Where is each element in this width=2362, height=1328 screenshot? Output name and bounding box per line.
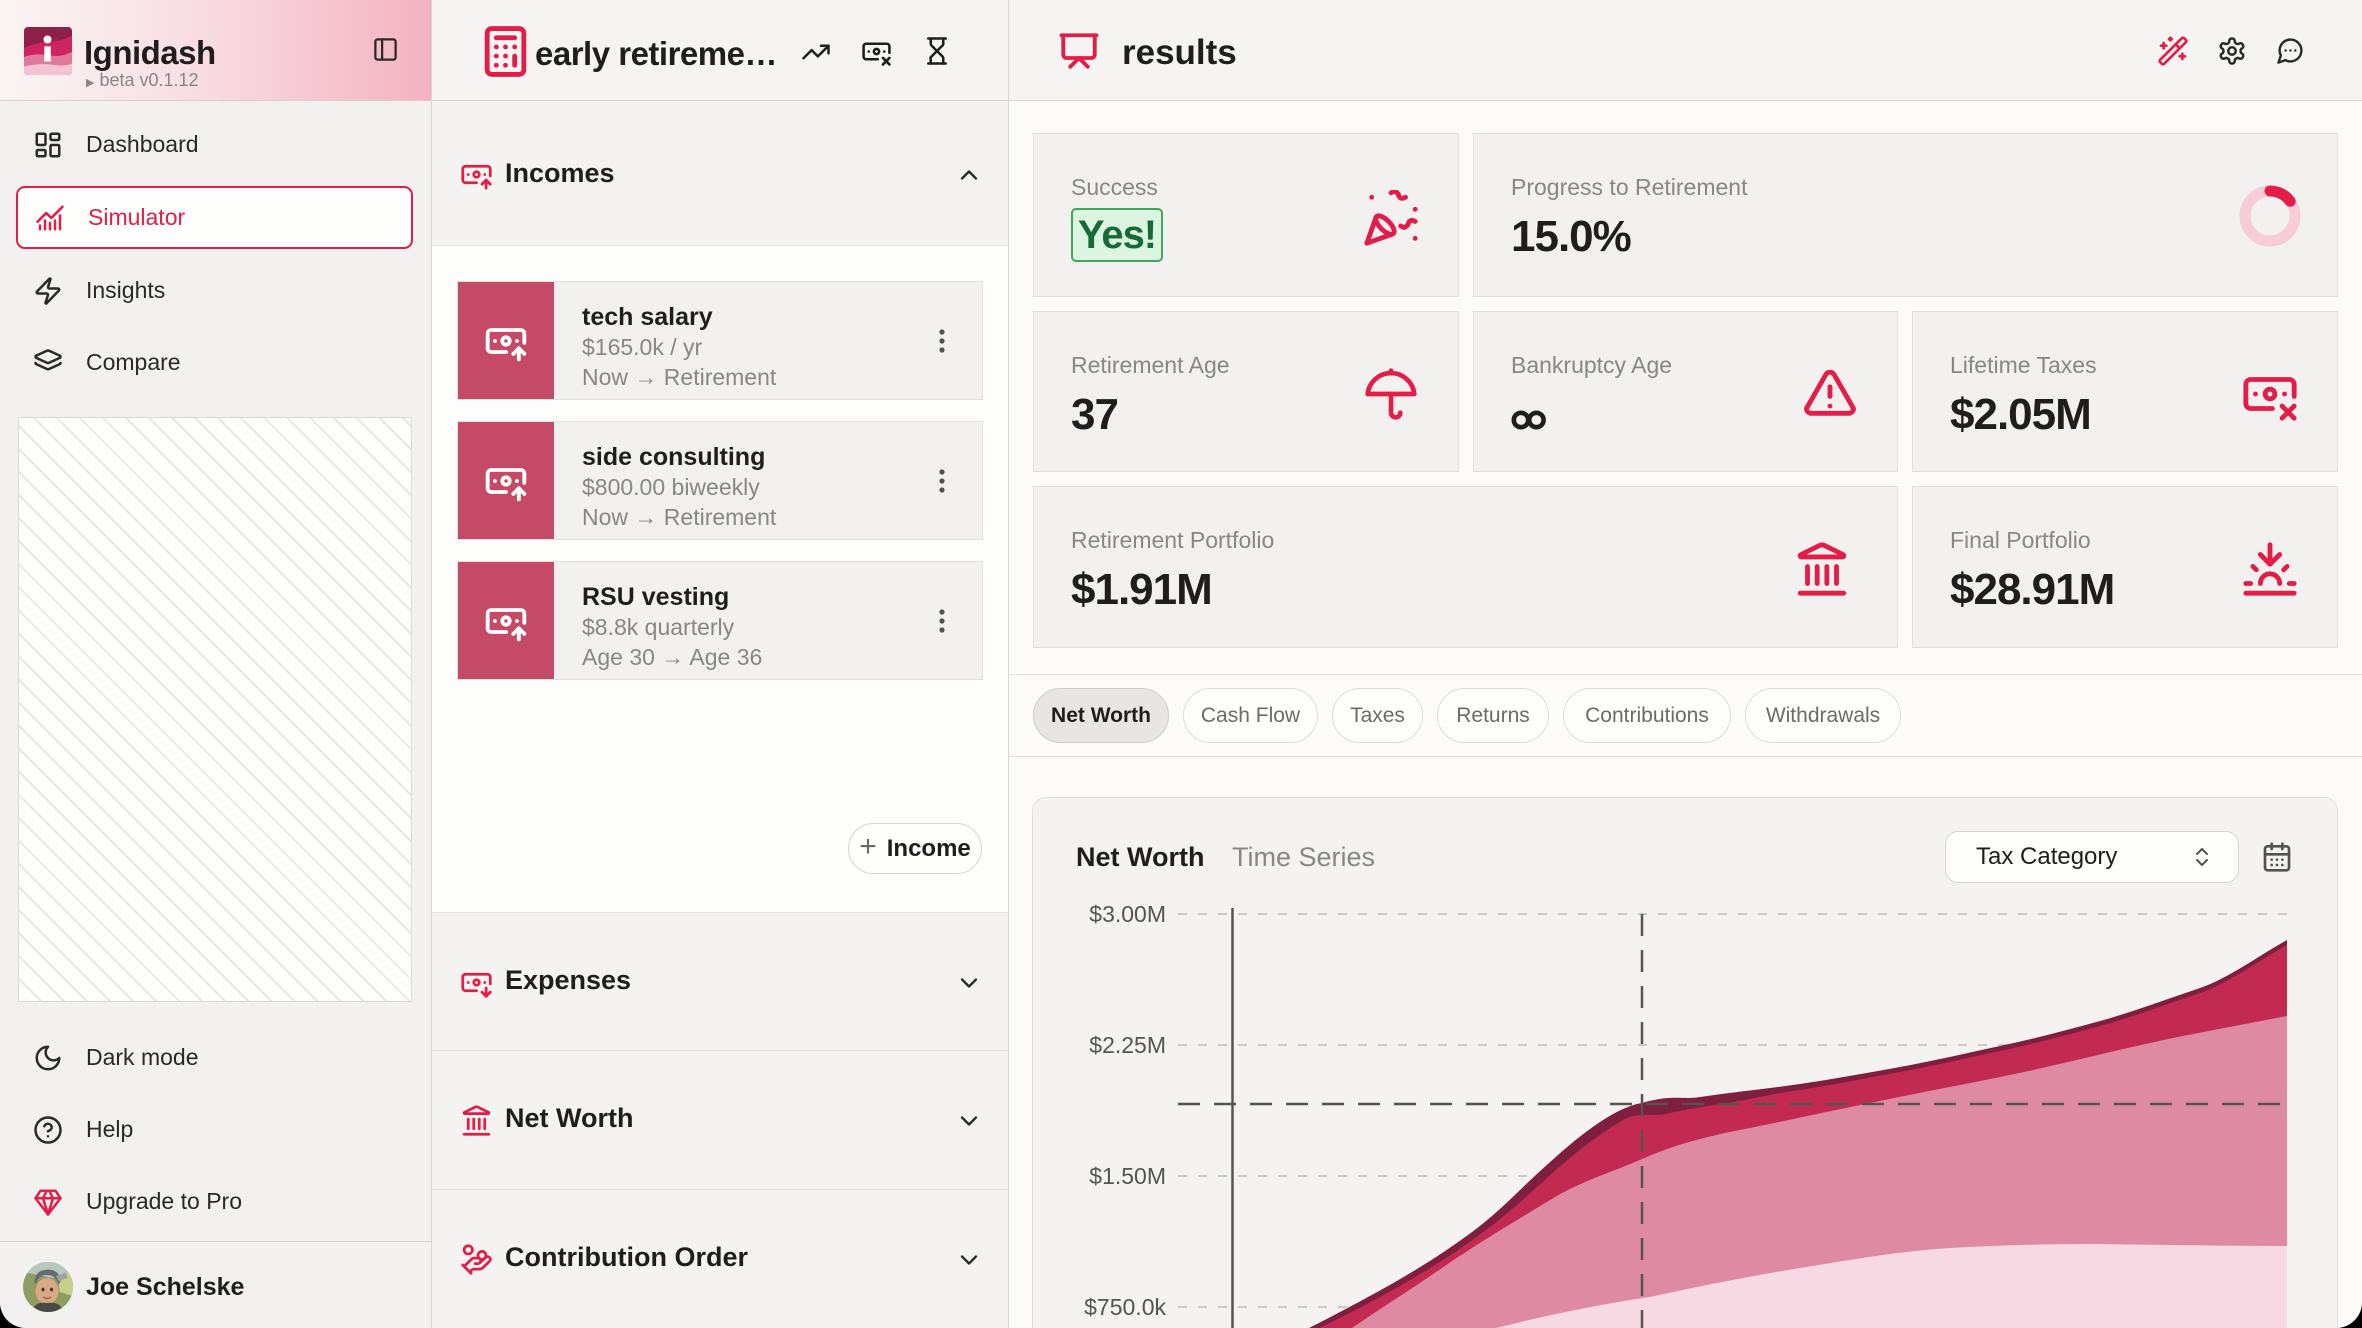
- svg-text:$1.50M: $1.50M: [1089, 1163, 1166, 1189]
- svg-text:$750.0k: $750.0k: [1084, 1294, 1166, 1320]
- svg-text:$3.00M: $3.00M: [1089, 901, 1166, 927]
- svg-text:$2.25M: $2.25M: [1089, 1032, 1166, 1058]
